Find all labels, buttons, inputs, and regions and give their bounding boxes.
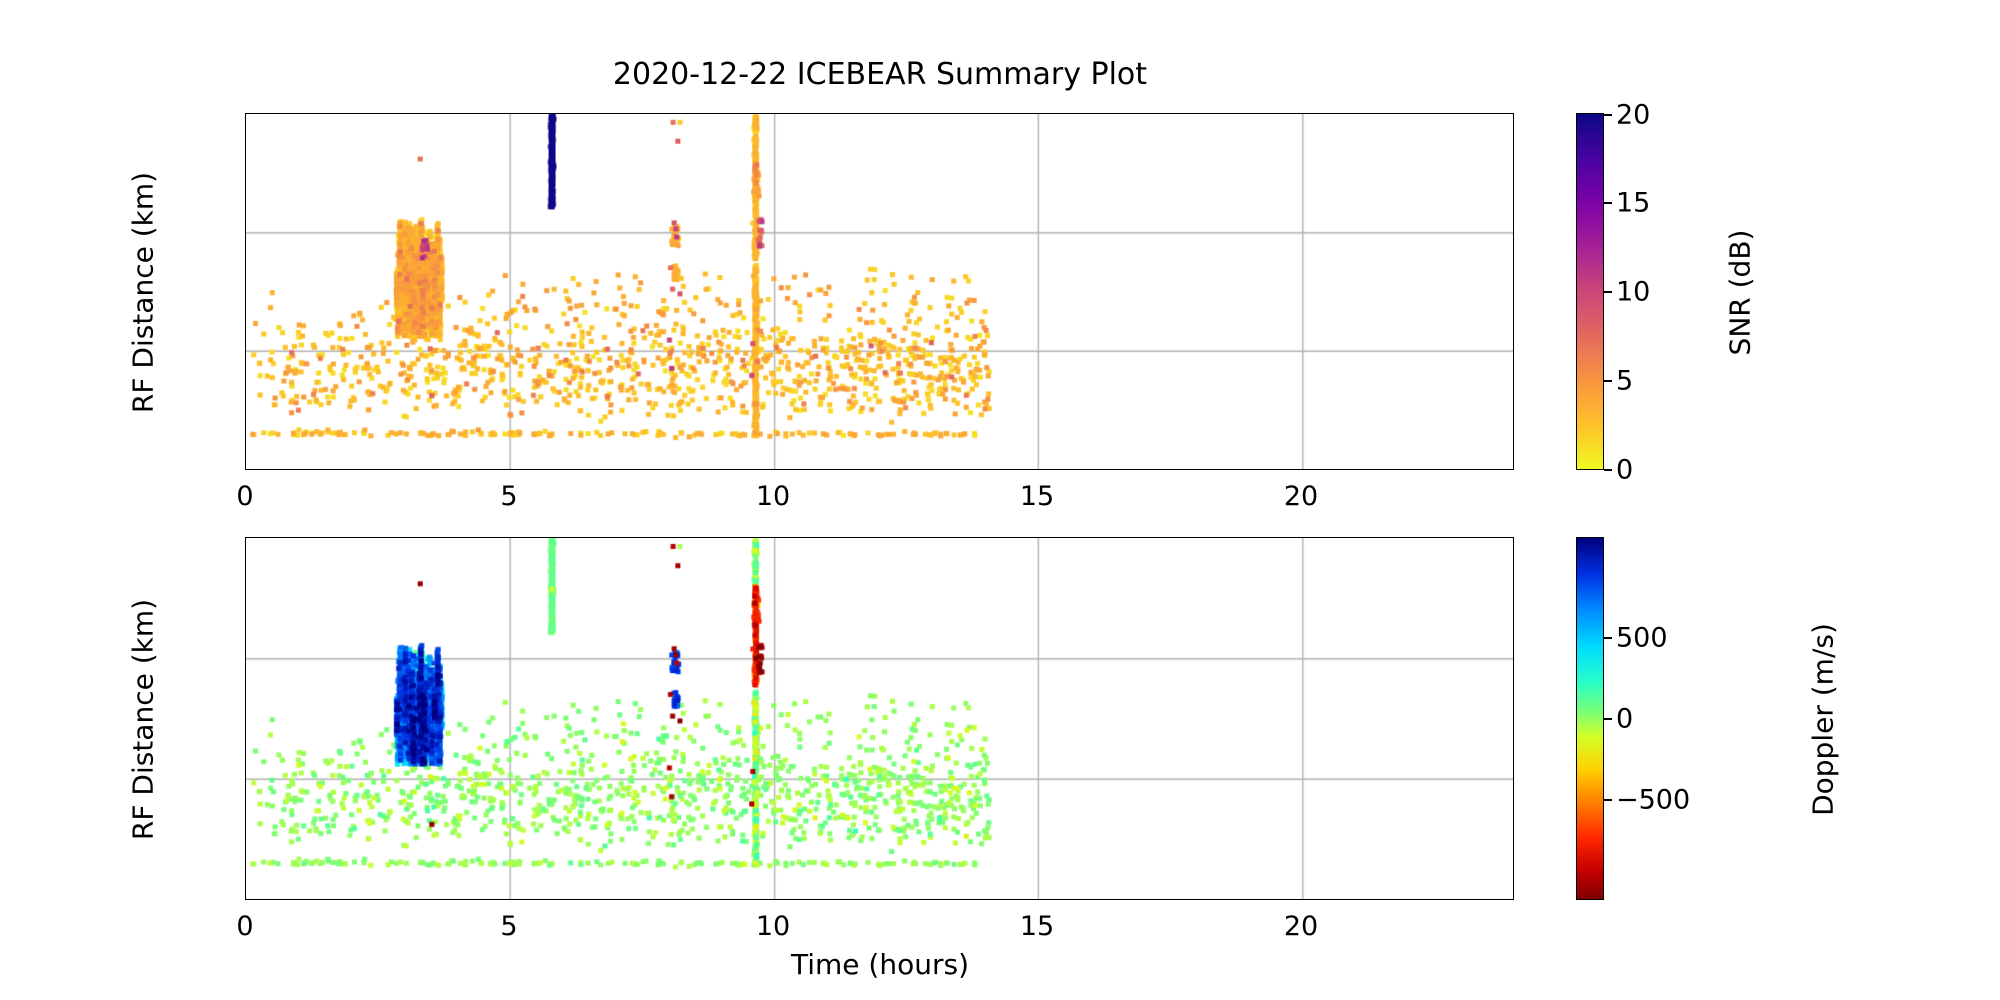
doppler-colorbar[interactable]	[1576, 537, 1604, 900]
doppler-scatter-canvas	[246, 538, 1513, 899]
snr-xtick-15: 15	[1019, 481, 1055, 512]
snr-cbar-tick-10: 10	[1616, 276, 1651, 308]
doppler-xtick-10: 10	[755, 911, 791, 942]
x-axis-label: Time (hours)	[791, 948, 969, 981]
snr-cbar-tick-0: 0	[1616, 454, 1634, 486]
snr-colorbar[interactable]	[1576, 113, 1604, 470]
doppler-xtick-15: 15	[1019, 911, 1055, 942]
doppler-scatter-axes[interactable]	[245, 537, 1514, 900]
doppler-xtick-20: 20	[1283, 911, 1319, 942]
doppler-cbar-tick-0: 0	[1616, 703, 1634, 735]
doppler-xtick-5: 5	[500, 911, 518, 942]
snr-colorbar-gradient	[1577, 114, 1603, 469]
doppler-colorbar-gradient	[1577, 538, 1603, 899]
snr-scatter-canvas	[246, 114, 1513, 469]
snr-xtick-20: 20	[1283, 481, 1319, 512]
snr-cbar-tick-15: 15	[1616, 187, 1651, 219]
snr-xtick-5: 5	[500, 481, 518, 512]
snr-cbar-tick-5: 5	[1616, 365, 1634, 397]
snr-colorbar-label: SNR (dB)	[1723, 229, 1757, 356]
doppler-xtick-0: 0	[236, 911, 254, 942]
snr-scatter-axes[interactable]	[245, 113, 1514, 470]
page-title: 2020-12-22 ICEBEAR Summary Plot	[612, 57, 1148, 92]
snr-xtick-0: 0	[236, 481, 254, 512]
doppler-cbar-tick-500: 500	[1616, 622, 1668, 654]
doppler-colorbar-label: Doppler (m/s)	[1806, 623, 1840, 816]
doppler-cbar-tick-neg500: −500	[1616, 784, 1691, 816]
snr-y-axis-label: RF Distance (km)	[126, 171, 160, 414]
snr-xtick-10: 10	[755, 481, 791, 512]
doppler-y-axis-label: RF Distance (km)	[126, 598, 160, 841]
snr-cbar-tick-20: 20	[1616, 99, 1651, 131]
